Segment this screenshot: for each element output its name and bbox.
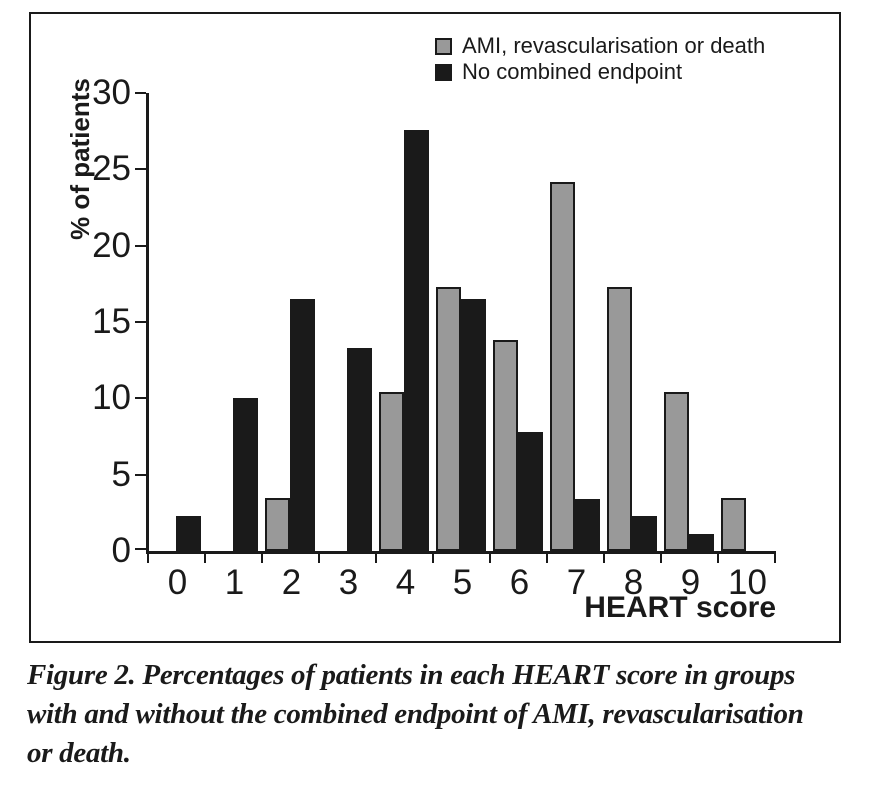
x-axis-tick: [261, 554, 263, 563]
y-axis-tick: [135, 397, 146, 399]
x-axis-tick: [603, 554, 605, 563]
y-axis-tick: [135, 245, 146, 247]
legend-item-endpoint: AMI, revascularisation or death: [435, 33, 765, 59]
caption-line-1: Figure 2. Percentages of patients in eac…: [27, 659, 796, 691]
bar-no-endpoint-score-8: [632, 516, 657, 551]
bar-endpoint-score-7: [550, 182, 575, 551]
y-tick-label: 0: [111, 531, 131, 570]
plot-area: [135, 92, 776, 563]
y-axis-tick: [135, 168, 146, 170]
x-axis-tick: [660, 554, 662, 563]
y-tick-label: 20: [92, 226, 131, 265]
x-axis-title: HEART score: [584, 591, 776, 624]
x-axis-tick: [375, 554, 377, 563]
bar-endpoint-score-8: [607, 287, 632, 551]
bar-endpoint-score-2: [265, 498, 290, 551]
x-axis-tick: [489, 554, 491, 563]
x-axis-tick: [432, 554, 434, 563]
legend-label-endpoint: AMI, revascularisation or death: [462, 33, 766, 58]
bar-no-endpoint-score-1: [233, 398, 258, 551]
y-tick-label: 5: [111, 455, 131, 494]
chart-panel: AMI, revascularisation or death No combi…: [29, 12, 841, 643]
x-tick-label: 8: [623, 563, 644, 602]
x-axis-tick: [147, 554, 149, 563]
legend-item-no-endpoint: No combined endpoint: [435, 59, 765, 85]
y-tick-label: 25: [92, 149, 131, 188]
caption-line-3: or death.: [27, 737, 131, 769]
y-axis-tick: [135, 548, 146, 550]
bar-no-endpoint-score-2: [290, 299, 315, 551]
bar-endpoint-score-9: [664, 392, 689, 551]
x-tick-label: 6: [509, 563, 530, 602]
bar-no-endpoint-score-4: [404, 130, 429, 551]
x-axis-tick: [546, 554, 548, 563]
x-axis-tick: [204, 554, 206, 563]
x-tick-label: 10: [728, 563, 767, 602]
x-tick-label: 1: [224, 563, 245, 602]
x-tick-label: 9: [680, 563, 701, 602]
bar-no-endpoint-score-7: [575, 499, 600, 551]
bar-endpoint-score-6: [493, 340, 518, 551]
x-tick-label: 0: [167, 563, 188, 602]
legend-swatch-gray-icon: [435, 37, 452, 55]
x-tick-label: 2: [281, 563, 302, 602]
x-axis-tick: [774, 554, 776, 563]
x-tick-label: 3: [338, 563, 359, 602]
bar-endpoint-score-10: [721, 498, 746, 551]
legend-swatch-black-icon: [435, 63, 452, 81]
bar-no-endpoint-score-6: [518, 432, 543, 551]
bar-no-endpoint-score-3: [347, 348, 372, 551]
legend-label-no-endpoint: No combined endpoint: [462, 59, 683, 84]
y-tick-label: 15: [92, 302, 131, 341]
bar-endpoint-score-4: [379, 392, 404, 551]
y-axis-tick: [135, 474, 146, 476]
x-tick-label: 7: [566, 563, 587, 602]
caption-line-2: with and without the combined endpoint o…: [27, 698, 804, 730]
y-tick-label: 10: [92, 378, 131, 417]
y-axis-tick: [135, 321, 146, 323]
x-tick-label: 5: [452, 563, 473, 602]
y-axis-tick: [135, 92, 146, 94]
y-tick-label: 30: [92, 73, 131, 112]
x-axis-tick: [717, 554, 719, 563]
x-axis-tick: [318, 554, 320, 563]
bar-no-endpoint-score-0: [176, 516, 201, 551]
figure-caption: Figure 2. Percentages of patients in eac…: [27, 656, 867, 773]
bar-endpoint-score-5: [436, 287, 461, 551]
bar-no-endpoint-score-9: [689, 534, 714, 551]
bar-no-endpoint-score-5: [461, 299, 486, 551]
x-tick-label: 4: [395, 563, 416, 602]
chart-legend: AMI, revascularisation or death No combi…: [435, 33, 765, 85]
